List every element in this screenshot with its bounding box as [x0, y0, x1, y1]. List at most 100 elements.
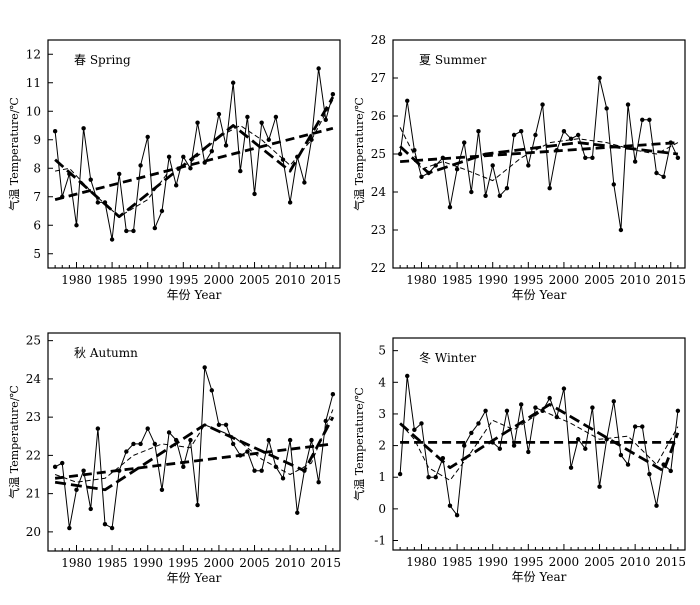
summer-y-tick-label: 23	[371, 223, 386, 237]
spring-y-tick-label: 7	[33, 190, 41, 204]
winter-y-tick-label: 0	[378, 502, 386, 516]
spring-y-axis-label: 气温 Temperature/℃	[7, 97, 21, 211]
spring-data-point	[266, 137, 271, 142]
summer-y-tick-label: 27	[371, 71, 386, 85]
winter-data-point	[469, 430, 474, 436]
spring-y-tick-label: 8	[33, 161, 41, 175]
spring-y-tick-label: 5	[33, 247, 41, 261]
spring-data-point	[138, 163, 143, 168]
autumn-data-point	[159, 487, 165, 493]
autumn-y-tick-label: 24	[26, 372, 42, 386]
summer-y-tick-label: 28	[371, 33, 386, 47]
spring-y-tick-label: 12	[26, 47, 41, 61]
winter-data-point	[568, 465, 574, 470]
spring-data-point	[195, 120, 200, 125]
summer-data-point	[511, 132, 517, 138]
summer-data-point	[469, 189, 474, 195]
winter-data-point	[476, 421, 481, 426]
summer-data-point	[632, 159, 638, 164]
winter-data-point	[597, 484, 602, 489]
autumn-y-axis-label: 气温 Temperature/℃	[7, 385, 21, 499]
autumn-y-tick-label: 23	[26, 410, 41, 424]
spring-chart-title: 春 Spring	[74, 53, 131, 67]
spring-data-point	[302, 180, 307, 185]
summer-y-tick-label: 25	[371, 147, 386, 161]
autumn-x-tick-label: 2000	[204, 556, 235, 570]
winter-data-point	[547, 395, 552, 401]
summer-data-point	[675, 155, 681, 160]
summer-data-point	[618, 227, 624, 233]
winter-data-point	[518, 402, 524, 407]
winter-data-point	[654, 503, 659, 508]
winter-x-tick-label: 1990	[477, 555, 508, 569]
summer-data-point	[611, 182, 616, 187]
spring-piecewise-trend-line	[54, 96, 335, 219]
winter-data-point	[511, 443, 517, 448]
autumn-x-tick-label: 1995	[168, 556, 199, 570]
autumn-data-point	[295, 510, 300, 515]
autumn-data-point	[188, 437, 193, 443]
autumn-data-point	[280, 476, 286, 481]
autumn-data-point	[259, 468, 264, 473]
winter-y-tick-label: 2	[378, 439, 386, 453]
winter-data-point	[575, 437, 581, 442]
summer-data-point	[518, 129, 524, 134]
autumn-data-point	[131, 441, 136, 447]
summer-y-tick-label: 24	[371, 185, 387, 199]
summer-chart-title: 夏 Summer	[419, 53, 487, 67]
winter-data-point	[590, 405, 595, 410]
summer-y-tick-label: 26	[371, 109, 386, 123]
winter-plot-frame	[392, 337, 686, 551]
spring-data-point	[181, 154, 186, 160]
summer-data-point	[533, 132, 538, 138]
autumn-data-point	[181, 464, 186, 470]
spring-x-tick-label: 1980	[61, 273, 92, 287]
autumn-x-tick-label: 2005	[239, 556, 270, 570]
spring-x-tick-label: 1985	[97, 273, 128, 287]
autumn-data-point	[138, 441, 143, 447]
autumn-data-point	[252, 468, 257, 473]
autumn-data-point	[74, 487, 79, 493]
winter-x-tick-label: 1985	[442, 555, 473, 569]
spring-data-point	[109, 237, 115, 242]
autumn-piecewise-trend-line	[54, 416, 335, 492]
winter-data-point	[497, 446, 503, 451]
autumn-data-point	[309, 437, 314, 443]
summer-data-point	[526, 163, 531, 168]
autumn-x-tick-label: 1985	[97, 556, 128, 570]
winter-data-point	[647, 471, 652, 477]
autumn-data-point	[316, 479, 321, 485]
autumn-smoothed-line	[54, 409, 334, 483]
summer-data-point	[462, 140, 467, 145]
summer-x-tick-label: 2015	[655, 273, 686, 287]
spring-x-tick-label: 1990	[132, 273, 163, 287]
spring-data-point	[81, 126, 86, 131]
summer-data-point	[483, 193, 488, 198]
summer-data-point	[583, 155, 588, 160]
autumn-linear-trend-line	[54, 442, 334, 480]
summer-data-point	[405, 98, 410, 104]
winter-data-point	[483, 408, 488, 413]
autumn-y-tick-label: 25	[26, 334, 41, 348]
spring-data-point	[173, 183, 179, 188]
autumn-data-point	[95, 426, 101, 431]
winter-y-tick-label: -1	[374, 534, 386, 548]
autumn-data-point	[109, 525, 115, 531]
summer-data-point	[419, 174, 424, 179]
winter-data-point	[447, 503, 453, 508]
autumn-data-point	[323, 418, 328, 424]
autumn-data-point	[245, 449, 250, 454]
summer-x-tick-label: 1990	[477, 273, 508, 287]
autumn-data-point	[88, 506, 93, 512]
summer-plot-frame	[392, 39, 686, 269]
summer-linear-trend-line	[400, 141, 678, 163]
winter-y-axis-label: 气温 Temperature/℃	[352, 387, 366, 501]
autumn-data-point	[124, 449, 129, 454]
autumn-data-point	[52, 464, 58, 470]
autumn-annual-line	[54, 366, 334, 529]
autumn-data-point	[102, 522, 108, 527]
summer-data-point	[447, 205, 453, 210]
spring-data-point	[52, 129, 58, 134]
summer-x-axis-label: 年份 Year	[512, 288, 567, 302]
summer-data-point	[412, 148, 417, 153]
